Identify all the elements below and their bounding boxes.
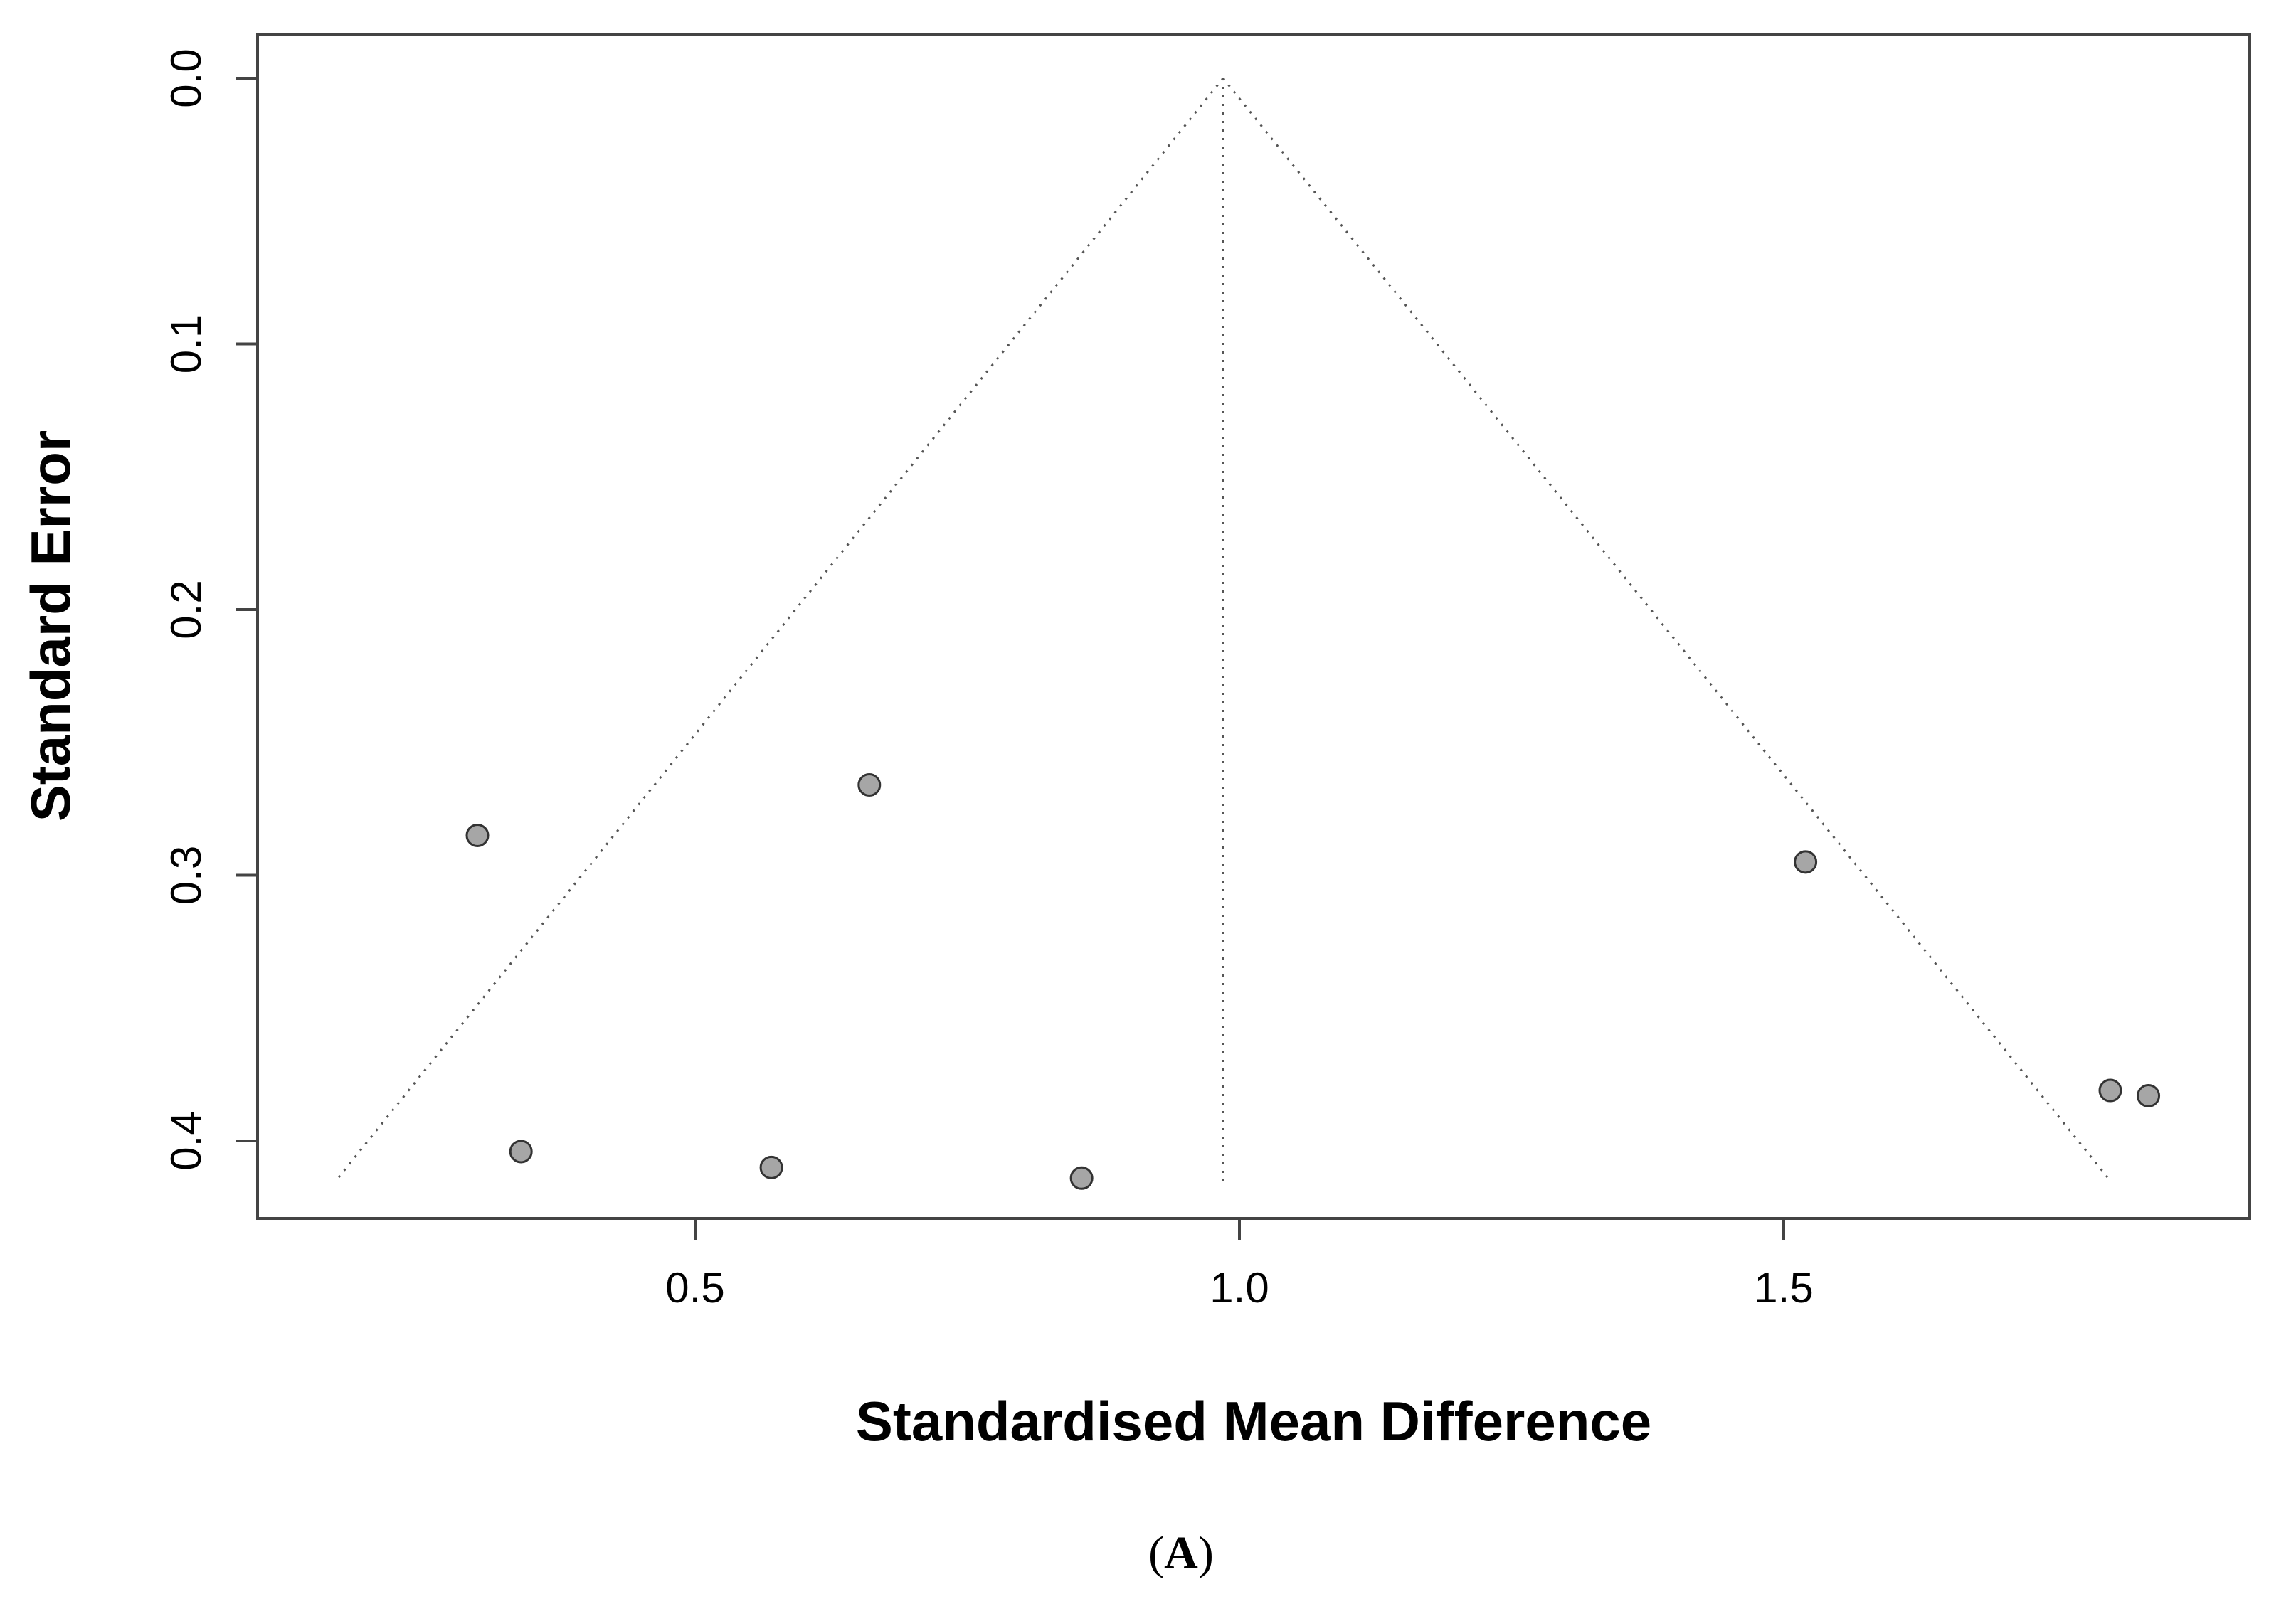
y-tick-label: 0.4 [162,1111,210,1170]
data-point [2098,1078,2122,1103]
data-point [2137,1084,2161,1108]
data-point [509,1140,533,1164]
data-point [857,773,882,797]
data-point [1069,1166,1094,1190]
panel-label: (A) [1148,1527,1214,1579]
plot-frame [256,33,2251,1220]
y-axis-title: Standard Error [19,430,82,822]
data-point [1794,850,1818,874]
y-axis: 0.0 0.1 0.2 0.3 0.4 [162,48,258,1171]
x-axis: 0.5 1.0 1.5 [665,1218,1814,1312]
panel-label-letter: A [1164,1527,1198,1579]
x-tick-label: 1.5 [1754,1264,1813,1312]
funnel-left-line [334,78,1224,1181]
panel-label-close: ) [1198,1527,1214,1579]
x-tick-label: 0.5 [665,1264,724,1312]
x-axis-title: Standardised Mean Difference [856,1390,1651,1452]
y-tick-label: 0.2 [162,580,210,639]
data-point [759,1155,783,1179]
data-points [465,773,2161,1190]
x-tick-label: 1.0 [1210,1264,1269,1312]
panel-label-open: ( [1148,1527,1164,1579]
y-tick-label: 0.1 [162,314,210,373]
y-tick-label: 0.3 [162,846,210,905]
data-point [465,823,490,847]
funnel-lines [334,78,2112,1181]
funnel-right-line [1222,78,2112,1181]
y-tick-label: 0.0 [162,48,210,107]
